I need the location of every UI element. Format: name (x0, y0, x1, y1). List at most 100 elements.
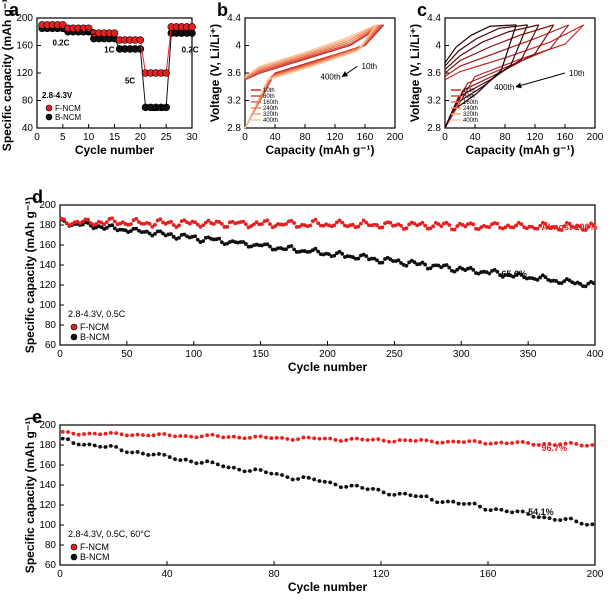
svg-text:54.1%: 54.1% (528, 507, 554, 517)
svg-text:B-NCM: B-NCM (80, 552, 110, 562)
svg-text:0: 0 (442, 132, 448, 143)
svg-text:100: 100 (185, 349, 202, 360)
svg-text:80: 80 (45, 320, 57, 331)
svg-text:180: 180 (39, 220, 56, 231)
svg-text:2.8-4.3V: 2.8-4.3V (42, 91, 73, 100)
svg-text:10th: 10th (362, 62, 378, 71)
svg-text:400th: 400th (494, 83, 514, 92)
svg-text:80: 80 (268, 569, 280, 580)
svg-text:140: 140 (39, 260, 56, 271)
svg-text:Voltage (V, Li/Li⁺): Voltage (V, Li/Li⁺) (408, 24, 422, 122)
svg-text:96.7%: 96.7% (542, 443, 568, 453)
svg-text:0: 0 (242, 132, 248, 143)
svg-text:120: 120 (39, 280, 56, 291)
svg-text:10th: 10th (569, 69, 585, 78)
svg-text:40: 40 (469, 132, 481, 143)
svg-text:200: 200 (387, 132, 404, 143)
svg-text:40: 40 (22, 123, 34, 134)
svg-text:180: 180 (39, 440, 56, 451)
svg-text:Capacity (mAh g⁻¹): Capacity (mAh g⁻¹) (465, 143, 574, 157)
svg-text:100: 100 (39, 300, 56, 311)
svg-text:5C: 5C (125, 76, 135, 85)
svg-text:2.8: 2.8 (227, 123, 241, 134)
svg-text:80: 80 (299, 132, 311, 143)
svg-text:Specific capacity (mAh g⁻¹): Specific capacity (mAh g⁻¹) (23, 417, 37, 573)
svg-text:F-NCM: F-NCM (80, 542, 109, 552)
svg-text:80: 80 (22, 96, 34, 107)
svg-text:10: 10 (83, 132, 95, 143)
svg-text:b: b (217, 0, 228, 20)
svg-text:200: 200 (319, 349, 336, 360)
svg-text:1C: 1C (104, 45, 114, 54)
svg-text:0.5C: 0.5C (78, 28, 95, 37)
svg-text:40: 40 (161, 569, 173, 580)
svg-text:d: d (32, 187, 43, 207)
svg-text:120: 120 (527, 132, 544, 143)
svg-text:400th: 400th (263, 118, 278, 124)
svg-text:0: 0 (34, 132, 40, 143)
svg-text:Specific capacity (mAh g⁻¹): Specific capacity (mAh g⁻¹) (0, 0, 14, 151)
svg-text:Voltage (V, Li/Li⁺): Voltage (V, Li/Li⁺) (208, 24, 222, 122)
svg-text:80: 80 (499, 132, 511, 143)
svg-text:400th: 400th (321, 72, 341, 81)
svg-text:2.8-4.3V, 0.5C, 60°C: 2.8-4.3V, 0.5C, 60°C (68, 529, 151, 539)
svg-text:e: e (32, 407, 42, 427)
svg-text:40: 40 (269, 132, 281, 143)
svg-text:0.2C: 0.2C (182, 45, 199, 54)
svg-text:80: 80 (45, 540, 57, 551)
svg-text:60: 60 (45, 560, 57, 571)
svg-text:250: 250 (386, 349, 403, 360)
svg-text:4.4: 4.4 (227, 13, 241, 24)
svg-text:100: 100 (39, 520, 56, 531)
svg-text:5: 5 (60, 132, 66, 143)
svg-text:120: 120 (327, 132, 344, 143)
svg-text:Cycle number: Cycle number (288, 580, 368, 594)
svg-text:3.2: 3.2 (427, 96, 441, 107)
svg-text:60: 60 (45, 340, 57, 351)
svg-text:0: 0 (57, 349, 63, 360)
svg-text:a: a (9, 0, 20, 20)
svg-text:50: 50 (121, 349, 133, 360)
svg-text:10C: 10C (151, 104, 166, 113)
svg-text:Cycle number: Cycle number (288, 360, 368, 374)
svg-text:Specific capacity (mAh g⁻¹): Specific capacity (mAh g⁻¹) (23, 197, 37, 353)
svg-text:160: 160 (16, 41, 33, 52)
svg-text:Capacity (mAh g⁻¹): Capacity (mAh g⁻¹) (265, 143, 374, 157)
svg-text:0.2C: 0.2C (53, 39, 70, 48)
svg-text:F-NCM: F-NCM (55, 104, 81, 113)
svg-text:120: 120 (16, 68, 33, 79)
figure-svg: 0510152025304080120160200Cycle numberSpe… (0, 0, 613, 613)
svg-text:120: 120 (39, 500, 56, 511)
svg-text:F-NCM: F-NCM (80, 322, 109, 332)
svg-text:c: c (417, 0, 427, 20)
svg-text:15: 15 (109, 132, 121, 143)
svg-text:160: 160 (480, 569, 497, 580)
svg-text:160: 160 (557, 132, 574, 143)
svg-text:B-NCM: B-NCM (55, 113, 82, 122)
svg-text:65.6%: 65.6% (501, 269, 527, 279)
svg-text:400: 400 (587, 349, 604, 360)
svg-text:3.2: 3.2 (227, 96, 241, 107)
svg-text:120: 120 (373, 569, 390, 580)
svg-text:Almost 100%: Almost 100% (542, 222, 598, 232)
svg-text:160: 160 (357, 132, 374, 143)
svg-text:150: 150 (252, 349, 269, 360)
svg-text:25: 25 (161, 132, 173, 143)
svg-text:B-NCM: B-NCM (80, 332, 110, 342)
svg-text:200: 200 (587, 569, 604, 580)
svg-text:20: 20 (135, 132, 147, 143)
svg-text:Cycle number: Cycle number (75, 143, 155, 157)
svg-text:400th: 400th (463, 118, 478, 124)
svg-text:4: 4 (235, 41, 241, 52)
figure-multipanel: { "background_color": "#ffffff", "axis_c… (0, 0, 613, 613)
svg-text:2.8-4.3V, 0.5C: 2.8-4.3V, 0.5C (68, 309, 126, 319)
svg-text:3.6: 3.6 (227, 68, 241, 79)
svg-text:160: 160 (39, 460, 56, 471)
svg-text:300: 300 (453, 349, 470, 360)
svg-text:200: 200 (587, 132, 604, 143)
svg-text:2.8: 2.8 (427, 123, 441, 134)
svg-text:140: 140 (39, 480, 56, 491)
svg-text:0: 0 (57, 569, 63, 580)
svg-text:4.4: 4.4 (427, 13, 441, 24)
svg-text:3.6: 3.6 (427, 68, 441, 79)
